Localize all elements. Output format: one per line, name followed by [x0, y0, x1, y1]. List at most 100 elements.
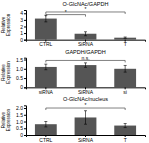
x-axis: siRNA SiRNA si [27, 87, 146, 95]
x-tick-label: SiRNA [78, 137, 94, 143]
y-tick: 1 [20, 30, 26, 36]
y-tick-mark [24, 60, 26, 61]
chart: 01234CTRLSiRNAT**O-GlcNAc/GAPDHRelativeE… [1, 1, 146, 47]
error-bar [124, 37, 127, 38]
x-tick: SiRNA [78, 40, 94, 48]
x-tick-label: CTRL [39, 137, 52, 143]
significance-bracket [46, 60, 125, 62]
x-tick-label: SiRNA [78, 89, 94, 95]
y-tick-label: 0 [20, 132, 23, 138]
y-tick: 0.5 [16, 125, 26, 131]
error-bar [44, 122, 47, 127]
y-axis: 00.51.01.52.0 [16, 105, 26, 138]
y-tick-mark [24, 69, 26, 70]
y-tick: 0 [20, 132, 26, 138]
significance-bracket [46, 108, 125, 110]
y-tick-label: 0 [20, 37, 23, 43]
x-tick: SiRNA [78, 135, 94, 143]
x-tick-label: si [123, 89, 127, 95]
y-tick-mark [24, 33, 26, 34]
chart-title: GAPDH/GAPDH [65, 49, 106, 55]
y-tick: 0 [20, 37, 26, 43]
x-tick-label: CTRL [39, 41, 52, 47]
y-tick: 1.0 [16, 66, 26, 72]
y-tick: 2 [20, 24, 26, 30]
y-tick-label: 3 [20, 17, 23, 23]
y-axis-title-line: Expression [6, 13, 11, 36]
marks [35, 60, 136, 87]
significance-label: * [85, 102, 87, 108]
plot-area: 0 0.5 1.0 1.5 siRNA SiRNA si n.s. [16, 55, 145, 95]
x-axis: CTRL SiRNA T [27, 135, 146, 143]
y-tick-mark [24, 115, 26, 116]
significance-label: n.s. [81, 55, 89, 61]
y-tick: 0.5 [16, 75, 26, 81]
error-bar [124, 65, 127, 72]
y-tick: 3 [20, 17, 26, 23]
y-tick-mark [24, 13, 26, 14]
chart-title: O-GlcNAc/GAPDH [63, 1, 109, 7]
chart-title: O-GlcNAc/nucleus [63, 96, 108, 102]
error-bar [84, 63, 87, 67]
error-bar [44, 64, 47, 70]
y-tick-mark [24, 40, 26, 41]
chart: 0 0.5 1.0 1.5 siRNA SiRNA si n.s.GAPDH/GAPDH Rel… [1, 49, 146, 95]
y-axis-title-line: Expression [6, 61, 11, 84]
y-tick-label: 2 [20, 24, 23, 30]
y-tick-label: 1 [20, 30, 23, 36]
y-tick-mark [24, 108, 26, 109]
marks [35, 108, 136, 135]
y-axis-title: RelativeExpression [1, 109, 11, 132]
marks [35, 12, 136, 40]
x-tick-label: T [124, 137, 127, 143]
x-tick: SiRNA [78, 87, 94, 95]
y-axis-line [24, 106, 27, 136]
y-tick-label: 0 [20, 84, 23, 90]
y-axis-title: RelativeExpression [1, 61, 11, 84]
x-axis: CTRL SiRNA T [27, 40, 146, 48]
bar [75, 65, 97, 87]
y-tick-label: 1.5 [16, 112, 23, 118]
x-tick: T [124, 135, 127, 143]
y-tick: 1.5 [16, 112, 26, 118]
y-tick: 1.5 [16, 57, 26, 63]
y-tick-label: 1.0 [16, 66, 23, 72]
y-tick-label: 0.5 [16, 125, 23, 131]
y-tick-mark [24, 87, 26, 88]
significance-label: * [85, 6, 87, 12]
y-tick-label: 2.0 [16, 105, 23, 111]
y-tick-label: 1.0 [16, 119, 23, 125]
y-axis-title: RelativeExpression [1, 13, 11, 36]
x-tick: CTRL [39, 40, 52, 48]
x-tick: siRNA [39, 87, 54, 95]
y-axis: 01234 [20, 10, 26, 42]
significance-bracket [46, 12, 125, 14]
significance-label: * [65, 9, 67, 15]
error-bar [84, 111, 87, 124]
error-bar [124, 124, 127, 128]
figure: 01234CTRLSiRNAT**O-GlcNAc/GAPDHRelativeE… [0, 0, 149, 143]
y-tick-mark [24, 128, 26, 129]
significance-bracket [46, 15, 86, 17]
y-tick: 0 [20, 84, 26, 90]
y-tick: 2.0 [16, 105, 26, 111]
y-tick-mark [24, 122, 26, 123]
y-tick: 4 [20, 10, 26, 16]
y-tick-label: 4 [20, 10, 23, 16]
error-bar [84, 32, 87, 36]
x-tick-label: T [124, 41, 127, 47]
y-tick-label: 0.5 [16, 75, 23, 81]
x-tick-label: SiRNA [78, 41, 94, 47]
x-tick: si [123, 87, 127, 95]
y-axis: 0 0.5 1.0 1.5 [16, 57, 26, 91]
plot-area: 00.51.01.52.0 CTRL SiRNA T * [16, 102, 145, 142]
plot-area: 01234 CTRL SiRNA T * * [20, 6, 145, 47]
y-tick-label: 1.5 [16, 57, 23, 63]
y-tick-mark [24, 78, 26, 79]
y-tick-mark [24, 20, 26, 21]
y-tick: 1.0 [16, 119, 26, 125]
y-tick-mark [24, 135, 26, 136]
y-axis-line [24, 11, 27, 41]
chart: 00.51.01.52.0 CTRL SiRNA T *O-GlcNAc/nucleus… [1, 96, 146, 142]
x-tick: CTRL [39, 135, 52, 143]
